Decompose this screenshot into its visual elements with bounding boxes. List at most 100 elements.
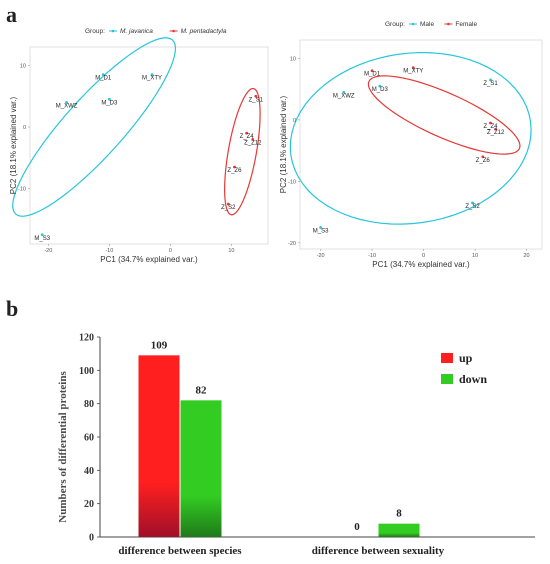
y-axis-title: PC2 (18.1% explained var.) xyxy=(279,95,288,193)
point-label: M_XTY xyxy=(142,76,162,82)
bar-down-sexuality xyxy=(378,523,420,537)
bar-value-label: 0 xyxy=(354,521,360,533)
point-label: M_S3 xyxy=(34,236,50,242)
data-point-z-z4 xyxy=(245,131,249,135)
point-label: Z_Z12 xyxy=(244,140,262,146)
y-tick-label: 40 xyxy=(84,466,94,477)
x-axis-title: PC1 (34.7% explained var.) xyxy=(372,260,470,269)
legend-marker xyxy=(172,29,175,33)
point-label: Z_Z4 xyxy=(484,124,499,130)
data-point-z-z12 xyxy=(251,137,255,141)
x-tick-label: 10 xyxy=(472,253,478,259)
y-tick-label: 10 xyxy=(290,56,296,62)
legend-swatch-down xyxy=(441,374,453,384)
point-label: M_S3 xyxy=(313,228,329,234)
y-tick-label: -20 xyxy=(288,241,296,247)
legend: Group: Male Female xyxy=(385,21,477,28)
y-tick-label: 80 xyxy=(84,399,94,410)
data-point-z-s2 xyxy=(226,202,230,206)
legend-key-first xyxy=(409,22,417,26)
y-tick-label: 10 xyxy=(20,63,26,69)
data-point-z-s2 xyxy=(471,201,474,205)
x-tick-label: 20 xyxy=(523,253,529,259)
y-tick-label: 100 xyxy=(79,366,94,377)
y-tick-label: -10 xyxy=(288,179,296,185)
point-label: Z_Z12 xyxy=(487,130,505,136)
x-tick-label: -10 xyxy=(105,248,113,254)
point-label: M_D1 xyxy=(364,72,381,78)
x-tick-label: 10 xyxy=(228,248,234,254)
y-tick-label: 20 xyxy=(84,499,94,510)
point-label: M_D3 xyxy=(372,87,389,93)
point-label: Z_S1 xyxy=(249,97,264,103)
ellipse-group-2 xyxy=(224,87,261,216)
point-label: M_D1 xyxy=(95,76,112,82)
legend-marker xyxy=(411,22,415,26)
legend-marker xyxy=(111,29,115,33)
point-label: M_XWZ xyxy=(56,103,78,109)
legend-title: Group: xyxy=(385,21,405,28)
data-point-m-d3 xyxy=(378,84,382,88)
data-point-m-xwz xyxy=(342,90,346,94)
legend-label-up: up xyxy=(459,351,473,365)
legend-entry: M. javanica xyxy=(120,28,153,35)
legend-swatch-up xyxy=(441,353,453,363)
pca-plot-species: Group: M. javanica M. pentadactyla -20 -10 0 1… xyxy=(9,28,269,264)
x-tick-label: 0 xyxy=(422,253,425,259)
legend-key-second xyxy=(169,29,178,33)
category-label: difference between species xyxy=(118,545,242,557)
data-point-m-s3 xyxy=(40,233,44,237)
data-point-z-z6 xyxy=(233,165,236,169)
bar-down-species xyxy=(180,400,222,537)
data-point-m-xty xyxy=(150,73,154,77)
point-label: Z_S1 xyxy=(483,81,498,87)
legend-marker xyxy=(447,22,450,26)
panel-label-a: a xyxy=(6,2,17,27)
bar-value-label: 109 xyxy=(151,339,168,351)
point-label: Z_S2 xyxy=(221,205,236,211)
data-point-z-z4 xyxy=(489,121,492,125)
bar-value-label: 8 xyxy=(396,508,402,520)
data-point-m-d3 xyxy=(107,97,111,101)
plot-frame xyxy=(299,39,543,250)
data-point-m-xwz xyxy=(65,101,69,104)
point-label: Z_Z4 xyxy=(240,134,255,140)
data-point-m-s3 xyxy=(319,226,322,229)
data-point-z-z6 xyxy=(481,155,485,159)
legend-entry: Female xyxy=(455,21,477,28)
panel-label-b: b xyxy=(6,296,18,321)
bar-up-species xyxy=(138,355,180,537)
plot-frame xyxy=(29,46,269,245)
data-point-z-s1 xyxy=(489,78,492,82)
point-label: Z_Z6 xyxy=(227,168,242,174)
ellipse-group-1 xyxy=(289,51,532,225)
data-point-m-xty xyxy=(411,66,415,70)
bar-value-label: 82 xyxy=(196,384,208,396)
x-tick-label: -10 xyxy=(368,253,376,259)
legend-key-second xyxy=(444,22,453,26)
category-label: difference between sexuality xyxy=(312,545,445,557)
legend: up down xyxy=(441,351,487,386)
legend-entry: Male xyxy=(420,21,434,28)
point-label: Z_S2 xyxy=(465,204,480,210)
point-label: Z_Z6 xyxy=(476,158,491,164)
legend: Group: M. javanica M. pentadactyla xyxy=(85,28,227,35)
ellipse-group-2 xyxy=(367,75,521,155)
y-tick-label: -10 xyxy=(18,187,26,193)
legend-title: Group: xyxy=(85,28,105,35)
x-tick-label: -20 xyxy=(44,248,52,254)
point-label: M_D3 xyxy=(101,100,118,106)
y-tick-label: 0 xyxy=(293,118,296,124)
x-tick-label: 0 xyxy=(169,248,172,254)
y-tick-label: 0 xyxy=(89,533,94,544)
x-axis-title: PC1 (34.7% explained var.) xyxy=(100,255,198,264)
y-axis-title: Numbers of differential proteins xyxy=(57,371,69,523)
pca-plot-sex: Group: Male Female -20 -10 0 10 20 10 0 -10 -20 PC1 … xyxy=(279,21,543,269)
y-axis-title: PC2 (18.1% explained var.) xyxy=(9,96,18,194)
data-point-m-d1 xyxy=(101,73,105,77)
legend-label-down: down xyxy=(459,372,487,386)
x-tick-label: -20 xyxy=(317,253,325,259)
ellipse-group-1 xyxy=(12,37,177,217)
data-point-z-s1 xyxy=(254,94,258,98)
